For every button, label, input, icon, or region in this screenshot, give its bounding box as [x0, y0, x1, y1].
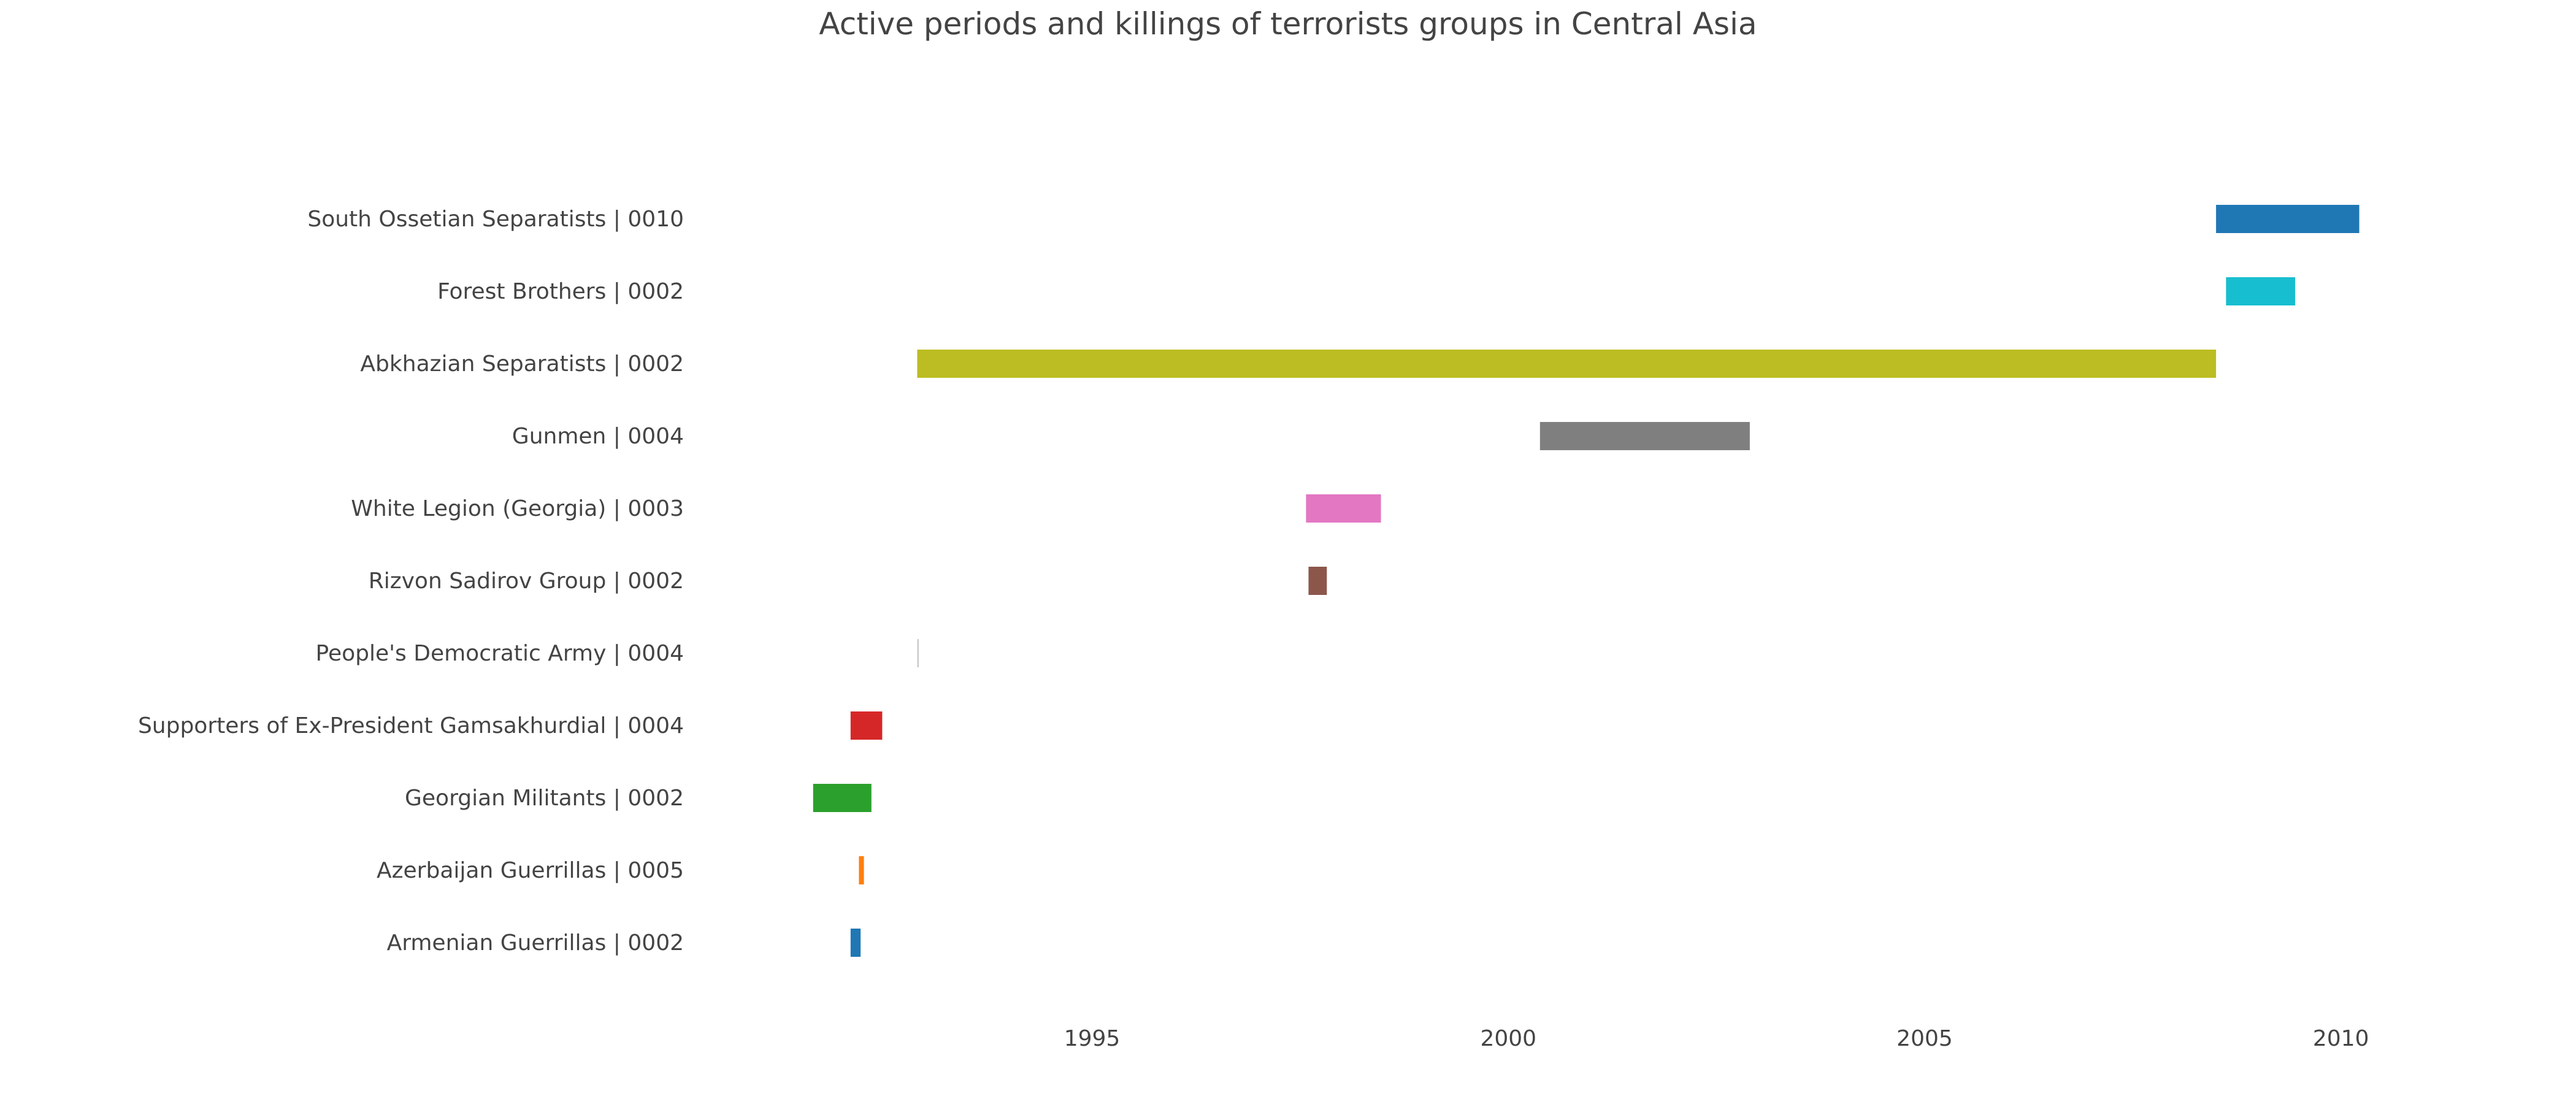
- timeline-bar[interactable]: [2216, 205, 2359, 233]
- x-axis-ticks: 1995 2000 2005 2010: [1064, 1026, 2369, 1051]
- timeline-bar[interactable]: [1308, 567, 1327, 595]
- timeline-bar[interactable]: [917, 639, 919, 667]
- category-labels: Armenian Guerrillas | 0002 Azerbaijan Gue…: [138, 207, 684, 956]
- category-label: Abkhazian Separatists | 0002: [360, 351, 684, 377]
- timeline-bar[interactable]: [859, 856, 864, 884]
- category-label: Armenian Guerrillas | 0002: [387, 930, 684, 956]
- chart-title: Active periods and killings of terrorist…: [819, 6, 1757, 42]
- category-label: Gunmen | 0004: [512, 424, 684, 449]
- category-label: Supporters of Ex-President Gamsakhurdial…: [138, 713, 684, 738]
- x-tick-label: 2005: [1896, 1026, 1953, 1051]
- timeline-bars: [813, 205, 2359, 957]
- category-label: People's Democratic Army | 0004: [316, 641, 684, 666]
- timeline-bar[interactable]: [850, 929, 861, 957]
- timeline-bar[interactable]: [813, 784, 872, 812]
- category-label: Azerbaijan Guerrillas | 0005: [377, 858, 684, 883]
- category-label: Rizvon Sadirov Group | 0002: [369, 569, 684, 594]
- x-tick-label: 1995: [1064, 1026, 1121, 1051]
- category-label: Georgian Militants | 0002: [405, 786, 684, 811]
- timeline-bar[interactable]: [2226, 277, 2296, 305]
- timeline-bar[interactable]: [1306, 494, 1381, 523]
- timeline-bar[interactable]: [1539, 422, 1750, 450]
- timeline-bar[interactable]: [917, 350, 2217, 378]
- timeline-bar[interactable]: [850, 711, 883, 740]
- category-label: South Ossetian Separatists | 0010: [307, 207, 684, 232]
- category-label: Forest Brothers | 0002: [437, 279, 684, 304]
- category-label: White Legion (Georgia) | 0003: [351, 496, 684, 521]
- x-tick-label: 2000: [1480, 1026, 1536, 1051]
- x-tick-label: 2010: [2313, 1026, 2369, 1051]
